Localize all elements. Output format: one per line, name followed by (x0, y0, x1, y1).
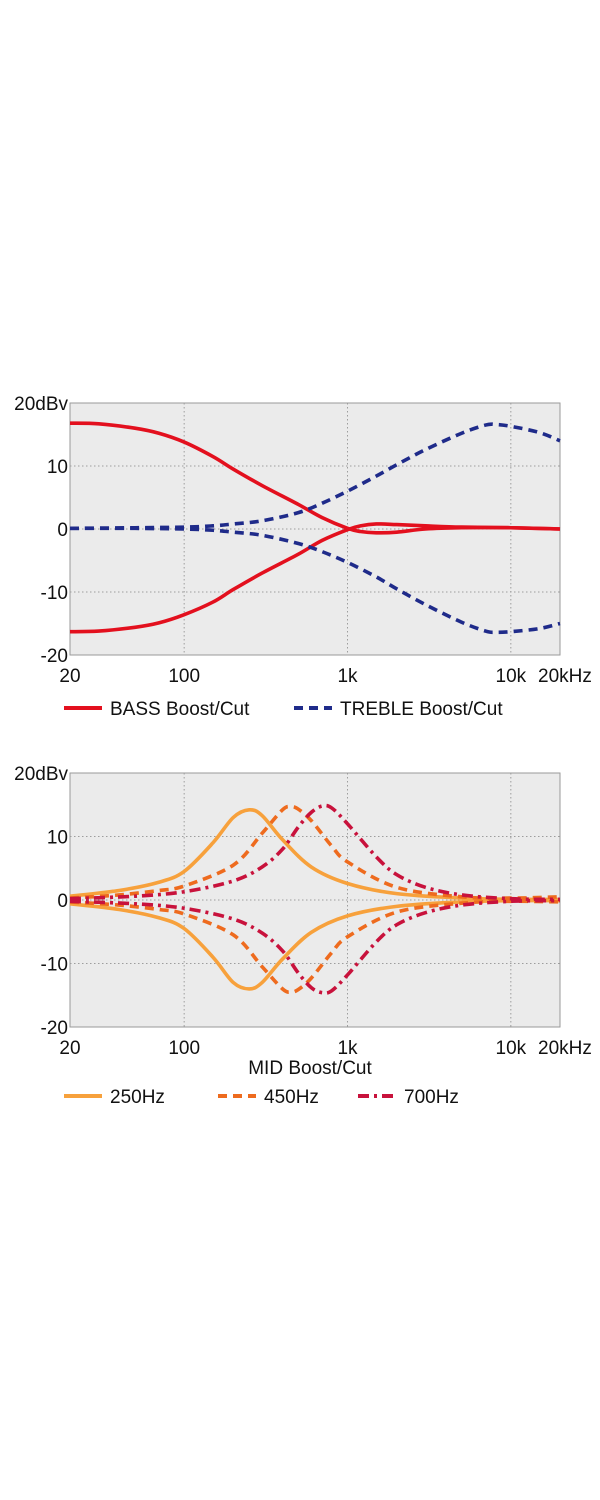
y-tick-label-10: 10 (47, 828, 68, 849)
x-tick-label-10k: 10k (496, 666, 527, 687)
legend-label-treble-boost-cut: TREBLE Boost/Cut (340, 699, 503, 720)
legend-label-450hz: 450Hz (264, 1087, 319, 1108)
series-line-450hz-boost (69, 804, 561, 900)
x-tick-label-1k: 1k (337, 666, 358, 687)
series-line-250hz-boost (69, 807, 561, 902)
x-tick-label-100: 100 (168, 1038, 200, 1059)
x-tick-label-10k: 10k (496, 1038, 527, 1059)
legend-label-bass-boost-cut: BASS Boost/Cut (110, 699, 250, 720)
y-tick-label-10: 10 (47, 457, 68, 478)
series-line-bass-boost-cut-boost (69, 421, 561, 535)
y-tick-label-20: -20 (41, 1018, 68, 1039)
series-line-700hz-cut (69, 898, 561, 995)
x-tick-label-20khz: 20kHz (538, 1038, 592, 1059)
x-tick-label-20khz: 20kHz (538, 666, 592, 687)
series-line-700hz-boost (69, 803, 561, 902)
y-tick-label-0: 0 (57, 891, 68, 912)
y-tick-label-20dbv: 20dBv (14, 394, 68, 415)
x-tick-label-20: 20 (59, 666, 80, 687)
series-line-250hz-cut (69, 898, 561, 991)
y-tick-label-0: 0 (57, 520, 68, 541)
series-line-450hz-cut (69, 899, 561, 994)
series-line-treble-boost-cut-boost (69, 422, 561, 531)
y-tick-label-10: -10 (41, 955, 68, 976)
y-tick-label-20dbv: 20dBv (14, 764, 68, 785)
x-tick-label-100: 100 (168, 666, 200, 687)
x-tick-label-1k: 1k (337, 1038, 358, 1059)
y-tick-label-20: -20 (41, 646, 68, 667)
x-tick-label-20: 20 (59, 1038, 80, 1059)
series-line-treble-boost-cut-cut (69, 526, 561, 635)
legend-label-700hz: 700Hz (404, 1087, 459, 1108)
legend-label-250hz: 250Hz (110, 1087, 165, 1108)
y-tick-label-10: -10 (41, 583, 68, 604)
x-axis-label: MID Boost/Cut (248, 1058, 372, 1079)
